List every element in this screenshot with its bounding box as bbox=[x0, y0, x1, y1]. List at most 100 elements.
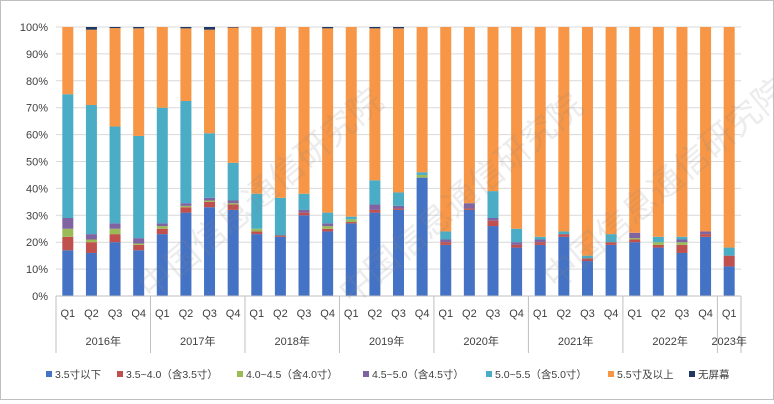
x-tick-label: Q3 bbox=[297, 308, 312, 320]
bar-segment bbox=[109, 242, 121, 296]
bar-segment bbox=[393, 205, 404, 209]
x-tick-label: Q1 bbox=[438, 308, 453, 320]
bar-segment bbox=[558, 27, 570, 232]
year-label: 2022年 bbox=[652, 334, 687, 348]
y-tick-label: 70% bbox=[26, 103, 48, 115]
bar-column bbox=[723, 27, 735, 296]
bar-segment bbox=[109, 228, 121, 235]
bar-segment bbox=[251, 27, 263, 194]
x-tick-label: Q2 bbox=[84, 308, 99, 320]
bar-segment bbox=[156, 228, 168, 235]
y-tick-label: 0% bbox=[32, 291, 48, 303]
bar-column bbox=[581, 27, 593, 296]
legend-swatch bbox=[608, 371, 614, 377]
bar-segment bbox=[180, 28, 192, 101]
x-tick-label: Q3 bbox=[391, 308, 406, 320]
bar-segment bbox=[227, 203, 239, 205]
bar-column bbox=[298, 27, 310, 296]
bar-segment bbox=[85, 234, 97, 240]
bar-segment bbox=[534, 239, 546, 243]
bar-segment bbox=[133, 27, 145, 29]
bar-segment bbox=[62, 250, 74, 296]
bar-segment bbox=[393, 208, 404, 210]
x-tick-label: Q1 bbox=[533, 308, 548, 320]
bar-segment bbox=[487, 220, 499, 227]
bar-segment bbox=[652, 247, 664, 296]
bar-segment bbox=[511, 242, 523, 245]
bar-segment bbox=[558, 231, 570, 235]
bar-segment bbox=[180, 100, 192, 204]
bar-segment bbox=[274, 236, 286, 296]
bar-segment bbox=[652, 244, 664, 248]
bar-column bbox=[440, 27, 452, 296]
legend-label: 无屏幕 bbox=[698, 368, 730, 381]
legend-item: 4.0~4.5（含4.0寸） bbox=[237, 368, 338, 381]
bar-segment bbox=[322, 212, 334, 224]
legend-label: 5.5寸及以上 bbox=[617, 368, 674, 381]
y-tick-label: 100% bbox=[20, 22, 48, 34]
legend-label: 3.5~4.0（含3.5寸） bbox=[126, 368, 218, 381]
bar-column bbox=[345, 27, 357, 296]
legend-swatch bbox=[117, 371, 123, 377]
x-tick-label: Q2 bbox=[462, 308, 477, 320]
bar-segment bbox=[440, 239, 452, 243]
bar-column bbox=[629, 27, 641, 296]
bar-segment bbox=[369, 204, 381, 210]
x-tick-label: Q2 bbox=[368, 308, 383, 320]
bar-segment bbox=[487, 217, 499, 221]
year-label: 2019年 bbox=[369, 334, 404, 348]
bar-segment bbox=[581, 261, 593, 296]
bar-column bbox=[393, 27, 404, 296]
bar-segment bbox=[204, 27, 216, 30]
legend-item: 5.0~5.5（含5.0寸） bbox=[486, 368, 587, 381]
bar-column bbox=[133, 27, 145, 296]
bar-segment bbox=[227, 27, 239, 28]
bar-segment bbox=[723, 27, 735, 248]
x-tick-label: Q3 bbox=[580, 308, 595, 320]
bar-segment bbox=[416, 177, 428, 296]
legend-swatch bbox=[689, 371, 695, 377]
bar-segment bbox=[109, 27, 121, 29]
bar-column bbox=[605, 27, 617, 296]
bar-segment bbox=[393, 27, 404, 29]
bar-segment bbox=[156, 27, 168, 108]
legend: 3.5寸以下 3.5~4.0（含3.5寸） 4.0~4.5（含4.0寸） 4.5~5.… bbox=[46, 368, 730, 381]
bar-segment bbox=[369, 27, 381, 29]
bar-segment bbox=[700, 27, 712, 232]
bar-segment bbox=[605, 27, 617, 235]
x-tick-label: Q4 bbox=[604, 308, 619, 320]
y-tick-label: 20% bbox=[26, 237, 48, 249]
bar-column bbox=[369, 27, 381, 296]
bar-segment bbox=[109, 126, 121, 224]
x-axis: Q1 Q2 Q3 Q4 Q1 Q2 Q3 Q4 Q1 Q2 Q3 Q4 Q1 Q2 Q3 Q4 Q1 Q2 Q3 Q4… bbox=[55, 295, 747, 353]
bar-segment bbox=[629, 238, 641, 240]
bar-column bbox=[487, 27, 499, 296]
bar-column bbox=[180, 27, 192, 296]
bar-segment bbox=[274, 197, 286, 236]
bar-segment bbox=[204, 29, 216, 134]
y-tick-label: 50% bbox=[26, 157, 48, 169]
bar-segment bbox=[85, 105, 97, 235]
y-tick-label: 80% bbox=[26, 76, 48, 88]
bar-segment bbox=[369, 28, 381, 181]
bar-segment bbox=[251, 231, 263, 235]
bar-column bbox=[251, 27, 263, 296]
bar-segment bbox=[156, 107, 168, 224]
bar-segment bbox=[345, 222, 357, 224]
bar-segment bbox=[440, 231, 452, 240]
bar-segment bbox=[204, 197, 216, 201]
bar-segment bbox=[85, 242, 97, 253]
bar-segment bbox=[322, 226, 334, 229]
bar-segment bbox=[723, 255, 735, 267]
bar-column bbox=[62, 27, 74, 296]
bar-column bbox=[204, 27, 216, 296]
bar-segment bbox=[156, 234, 168, 296]
x-tick-label: Q4 bbox=[226, 308, 241, 320]
bar-segment bbox=[180, 212, 192, 296]
x-tick-label: Q1 bbox=[627, 308, 642, 320]
bar-segment bbox=[322, 228, 334, 232]
year-label: 2017年 bbox=[180, 334, 215, 348]
bar-segment bbox=[581, 27, 593, 256]
bar-segment bbox=[700, 231, 712, 235]
bar-segment bbox=[393, 209, 404, 296]
